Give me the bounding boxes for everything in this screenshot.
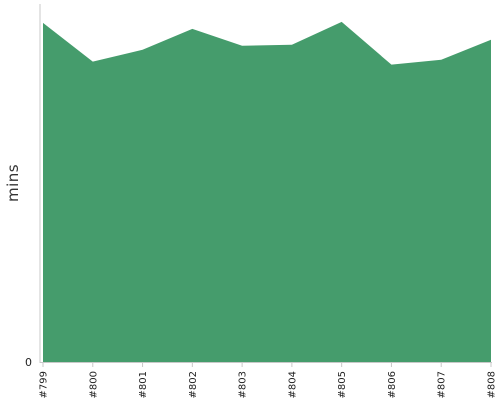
x-axis-ticks: #799 #800 #801 #802 #803 #804 #805 #806 #807 #808 (39, 363, 498, 398)
x-tick-label: #803 (238, 371, 249, 398)
x-tick-label: #808 (487, 371, 498, 398)
x-tick-label: #802 (188, 371, 199, 398)
x-tick-label: #807 (437, 371, 448, 398)
x-tick-label: #801 (138, 371, 149, 398)
x-tick-label: #804 (287, 371, 298, 398)
area-series (43, 21, 491, 363)
y-tick-label-0: 0 (25, 356, 32, 369)
x-tick-label: #800 (88, 371, 99, 398)
x-tick-label: #806 (387, 371, 398, 398)
y-axis-title: mins (4, 164, 22, 202)
x-tick-label: #799 (39, 371, 50, 398)
x-tick-label: #805 (337, 371, 348, 398)
